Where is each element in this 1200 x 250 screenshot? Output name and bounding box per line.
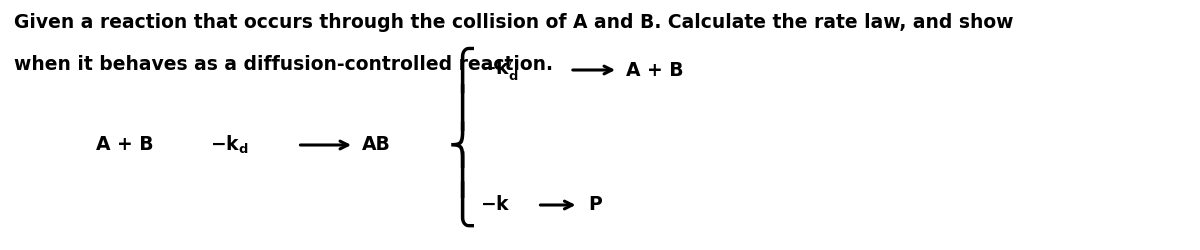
Text: ⎪: ⎪ (448, 152, 476, 198)
Text: AB: AB (362, 136, 391, 154)
Text: ⎩: ⎩ (448, 182, 476, 228)
Text: P: P (588, 196, 601, 214)
Text: ⎨: ⎨ (448, 122, 476, 168)
Text: A + B: A + B (96, 136, 154, 154)
Text: Given a reaction that occurs through the collision of A and B. Calculate the rat: Given a reaction that occurs through the… (14, 12, 1014, 32)
Text: when it behaves as a diffusion-controlled reaction.: when it behaves as a diffusion-controlle… (14, 55, 553, 74)
Text: A + B: A + B (626, 60, 684, 80)
Text: ⎧: ⎧ (448, 47, 476, 93)
Text: ⎪: ⎪ (448, 84, 476, 131)
Text: $\mathbf{-k_d}$: $\mathbf{-k_d}$ (210, 134, 248, 156)
Text: $\mathbf{-k}$: $\mathbf{-k}$ (480, 196, 510, 214)
Text: $\mathbf{-k_d'}$: $\mathbf{-k_d'}$ (480, 57, 518, 83)
